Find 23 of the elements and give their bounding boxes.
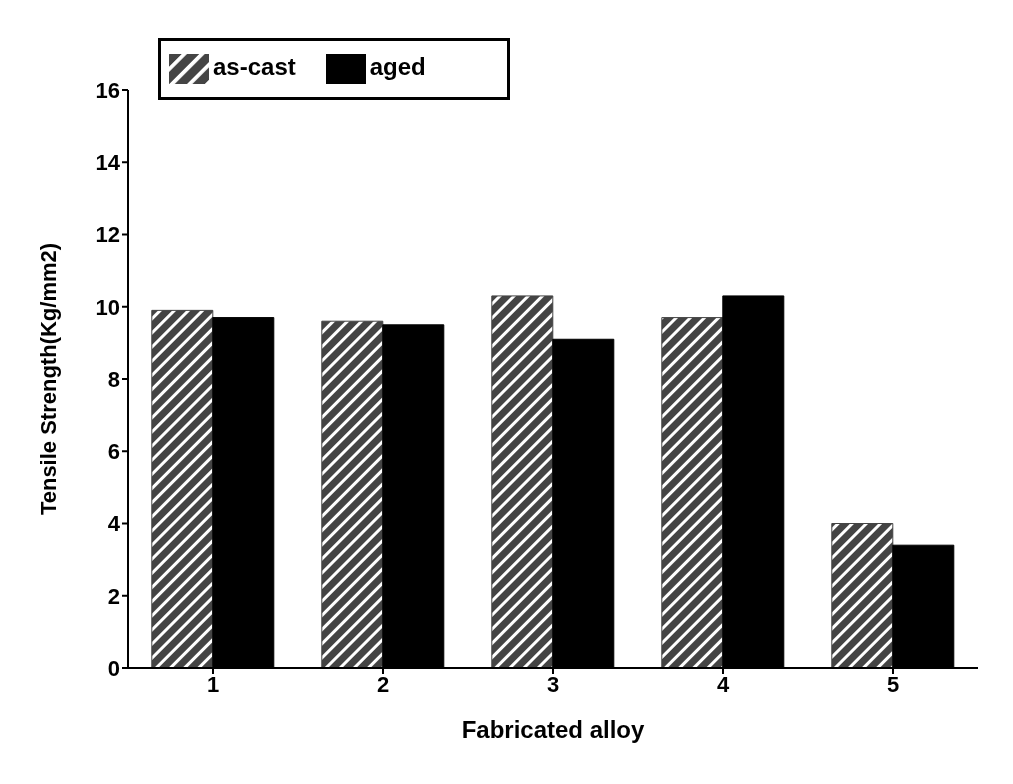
y-tick-label: 6 <box>107 439 120 465</box>
bar <box>151 309 214 668</box>
y-axis-title: Tensile Strength(Kg/mm2) <box>35 242 61 516</box>
bar <box>661 317 724 668</box>
bar <box>831 523 894 668</box>
y-tick-label: 0 <box>107 655 120 681</box>
y-tick-label: 10 <box>95 294 120 320</box>
y-tick-label: 16 <box>95 77 120 103</box>
x-tick-label: 2 <box>376 671 390 697</box>
bar <box>321 320 384 668</box>
x-tick-label: 5 <box>886 671 900 697</box>
y-tick-label: 14 <box>95 150 121 176</box>
x-tick-label: 1 <box>206 671 220 697</box>
x-tick-label: 3 <box>546 671 560 697</box>
y-tick-label: 2 <box>107 583 120 609</box>
legend-label: aged <box>369 53 426 81</box>
x-axis-title: Fabricated alloy <box>461 716 646 743</box>
bar <box>491 295 554 668</box>
x-tick-label: 4 <box>716 671 730 697</box>
y-tick-label: 8 <box>107 366 120 392</box>
y-tick-label: 4 <box>107 511 121 537</box>
legend-label: as-cast <box>213 53 296 81</box>
y-tick-label: 12 <box>95 222 120 248</box>
